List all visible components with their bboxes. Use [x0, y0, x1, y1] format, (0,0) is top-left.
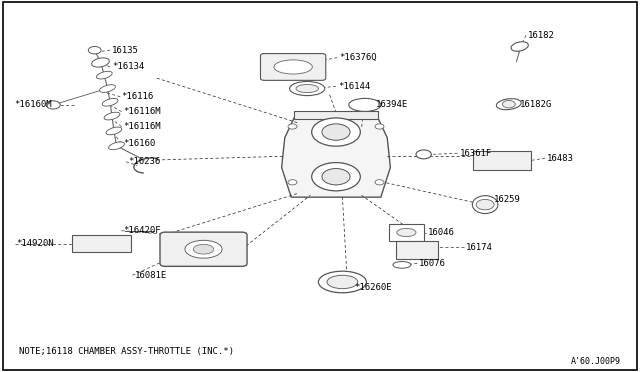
Ellipse shape — [497, 99, 521, 110]
Ellipse shape — [109, 142, 124, 150]
Text: 16081E: 16081E — [134, 271, 166, 280]
Ellipse shape — [193, 244, 214, 254]
Ellipse shape — [104, 112, 120, 120]
Text: *16236: *16236 — [128, 157, 160, 166]
Circle shape — [375, 124, 384, 129]
Text: *16116M: *16116M — [124, 107, 161, 116]
Ellipse shape — [274, 60, 312, 74]
Ellipse shape — [97, 71, 112, 79]
Ellipse shape — [289, 81, 325, 96]
Text: 16076: 16076 — [419, 259, 446, 268]
Circle shape — [416, 150, 431, 159]
Bar — [72, 235, 131, 252]
Text: *16134: *16134 — [112, 62, 144, 71]
Text: NOTE;16118 CHAMBER ASSY-THROTTLE (INC.*): NOTE;16118 CHAMBER ASSY-THROTTLE (INC.*) — [19, 347, 234, 356]
Circle shape — [322, 124, 350, 140]
Text: 16135: 16135 — [112, 46, 139, 55]
Text: *16160M: *16160M — [14, 100, 52, 109]
Text: *16116: *16116 — [122, 92, 154, 101]
Ellipse shape — [393, 262, 411, 268]
Text: *16420F: *16420F — [124, 226, 161, 235]
Circle shape — [288, 180, 297, 185]
Circle shape — [476, 199, 494, 210]
Ellipse shape — [185, 240, 222, 258]
Polygon shape — [282, 117, 390, 197]
Text: 16361F: 16361F — [460, 149, 492, 158]
FancyBboxPatch shape — [473, 151, 531, 170]
Text: 16483: 16483 — [547, 154, 574, 163]
Circle shape — [502, 100, 515, 108]
Ellipse shape — [106, 127, 122, 135]
Text: 16174: 16174 — [466, 243, 493, 252]
Circle shape — [312, 118, 360, 146]
Ellipse shape — [511, 42, 528, 51]
Text: *16116M: *16116M — [124, 122, 161, 131]
Ellipse shape — [319, 271, 367, 293]
Ellipse shape — [296, 84, 319, 93]
Circle shape — [88, 46, 101, 54]
Circle shape — [375, 180, 384, 185]
FancyBboxPatch shape — [389, 224, 424, 241]
Text: 16259: 16259 — [494, 195, 521, 204]
Ellipse shape — [100, 85, 115, 92]
Ellipse shape — [397, 228, 416, 237]
Bar — [294, 111, 378, 119]
Text: *16144: *16144 — [338, 82, 370, 91]
Ellipse shape — [102, 99, 118, 106]
Text: 16046: 16046 — [428, 228, 454, 237]
Ellipse shape — [327, 275, 358, 289]
Circle shape — [46, 101, 60, 109]
Circle shape — [312, 163, 360, 191]
Ellipse shape — [349, 99, 381, 112]
Text: *14920N: *14920N — [16, 239, 54, 248]
Text: *16260E: *16260E — [354, 283, 392, 292]
Text: A'60.J00P9: A'60.J00P9 — [571, 357, 621, 366]
Ellipse shape — [92, 58, 109, 67]
Text: *16376Q: *16376Q — [339, 53, 377, 62]
Circle shape — [322, 169, 350, 185]
FancyBboxPatch shape — [160, 232, 247, 266]
Text: 16182G: 16182G — [520, 100, 552, 109]
Text: *16160: *16160 — [124, 139, 156, 148]
Ellipse shape — [472, 196, 498, 214]
FancyBboxPatch shape — [260, 54, 326, 80]
Circle shape — [288, 124, 297, 129]
Text: 16182: 16182 — [528, 31, 555, 40]
FancyBboxPatch shape — [396, 241, 438, 259]
Text: 16394E: 16394E — [376, 100, 408, 109]
